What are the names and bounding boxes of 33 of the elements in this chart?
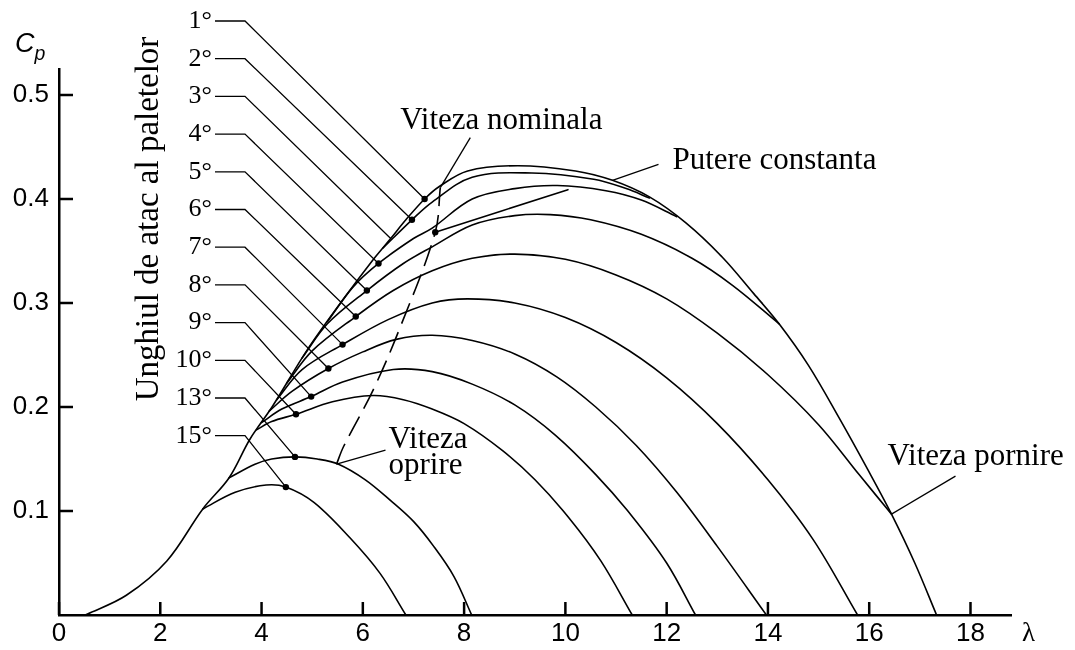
- x-tick-label: 8: [456, 616, 472, 647]
- x-tick-label: 18: [956, 616, 985, 647]
- annotation: Viteza oprire: [388, 420, 468, 482]
- annotation: 15°: [175, 419, 212, 449]
- annotation: 1°: [188, 4, 212, 34]
- y-tick-label: 0.1: [12, 494, 49, 525]
- annotation: Putere constanta: [672, 141, 877, 177]
- annotation: 13°: [175, 381, 212, 411]
- x-axis-title: λ: [1022, 617, 1036, 647]
- y-tick-label: 0.3: [12, 286, 49, 317]
- annotation: 8°: [188, 268, 212, 298]
- y-tick-label: 0.4: [12, 182, 49, 213]
- x-tick-label: 4: [254, 616, 269, 647]
- annotation: Unghiul de atac al paletelor: [128, 36, 165, 402]
- annotation: 5°: [188, 155, 212, 185]
- annotation: 9°: [188, 306, 212, 336]
- annotation: 7°: [188, 231, 212, 261]
- x-tick-label: 16: [854, 616, 884, 647]
- annotation: 10°: [175, 344, 212, 374]
- x-tick-label: 2: [153, 616, 168, 647]
- annotation: 2°: [188, 42, 212, 72]
- y-tick-label: 0.2: [12, 390, 49, 421]
- x-tick-label: 14: [753, 616, 783, 647]
- x-tick-label: 0: [51, 616, 67, 647]
- annotation: Viteza nominala: [400, 100, 603, 136]
- annotation: 4°: [188, 117, 212, 147]
- y-tick-label: 0.5: [12, 78, 49, 109]
- annotation: Viteza pornire: [887, 437, 1064, 473]
- x-tick-label: 10: [550, 616, 580, 647]
- annotation: 3°: [188, 80, 212, 110]
- annotation: 6°: [188, 193, 212, 223]
- x-tick-label: 12: [652, 616, 682, 647]
- x-tick-label: 6: [355, 616, 371, 647]
